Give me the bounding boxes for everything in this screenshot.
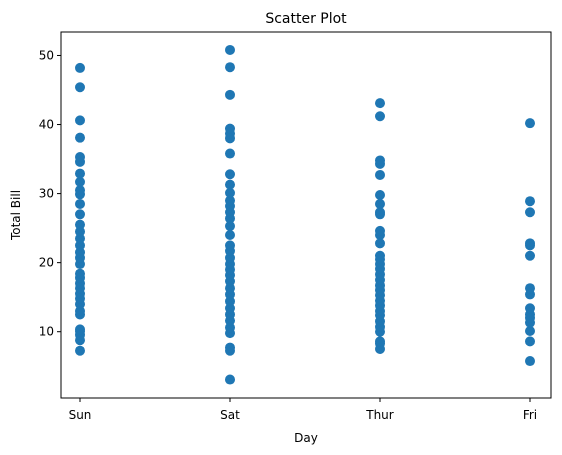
y-tick-label: 40 xyxy=(39,118,54,132)
scatter-point xyxy=(75,185,85,196)
scatter-point xyxy=(375,98,385,109)
scatter-point xyxy=(75,209,85,220)
scatter-point xyxy=(375,225,385,236)
scatter-point xyxy=(225,179,235,190)
scatter-point xyxy=(525,283,535,294)
scatter-point xyxy=(75,219,85,230)
scatter-point xyxy=(75,82,85,93)
x-tick-label: Fri xyxy=(523,408,537,422)
scatter-point xyxy=(75,247,85,258)
scatter-point xyxy=(225,123,235,134)
scatter-point xyxy=(525,196,535,207)
x-tick-label: Sun xyxy=(69,408,92,422)
scatter-point xyxy=(225,303,235,314)
scatter-point xyxy=(75,168,85,179)
scatter-point xyxy=(75,305,85,316)
scatter-point xyxy=(225,148,235,159)
scatter-point xyxy=(525,207,535,218)
scatter-point xyxy=(75,132,85,143)
points-layer xyxy=(75,44,535,385)
scatter-point xyxy=(225,252,235,263)
scatter-point xyxy=(375,198,385,209)
scatter-point xyxy=(225,230,235,241)
scatter-point xyxy=(525,250,535,261)
scatter-point xyxy=(75,268,85,279)
scatter-point xyxy=(75,345,85,356)
x-tick-label: Thur xyxy=(365,408,394,422)
scatter-point xyxy=(375,336,385,347)
scatter-point xyxy=(75,115,85,126)
scatter-point xyxy=(225,296,235,307)
scatter-point xyxy=(375,111,385,122)
y-tick-label: 50 xyxy=(39,48,54,62)
scatter-point xyxy=(375,155,385,166)
x-axis-label: Day xyxy=(294,431,318,445)
y-axis-label: Total Bill xyxy=(9,190,23,241)
scatter-point xyxy=(225,44,235,55)
scatter-point xyxy=(525,336,535,347)
scatter-point xyxy=(225,62,235,73)
scatter-point xyxy=(225,322,235,333)
x-axis: Sun Sat Thur Fri xyxy=(69,398,537,422)
scatter-point xyxy=(525,303,535,314)
scatter-point xyxy=(75,324,85,335)
scatter-point xyxy=(75,176,85,187)
scatter-point xyxy=(225,89,235,100)
scatter-point xyxy=(525,118,535,129)
scatter-point xyxy=(375,238,385,249)
scatter-point xyxy=(225,169,235,180)
scatter-point xyxy=(225,283,235,294)
scatter-point xyxy=(75,151,85,162)
chart-title: Scatter Plot xyxy=(265,11,347,27)
scatter-point xyxy=(225,221,235,232)
scatter-point xyxy=(525,326,535,337)
plot-area-frame xyxy=(60,31,552,399)
scatter-point xyxy=(75,62,85,73)
scatter-point xyxy=(375,169,385,180)
scatter-point xyxy=(225,342,235,353)
scatter-point xyxy=(75,226,85,237)
scatter-point xyxy=(225,240,235,251)
scatter-point xyxy=(375,207,385,218)
y-tick-label: 30 xyxy=(39,187,54,201)
scatter-point xyxy=(225,195,235,206)
scatter-point xyxy=(375,250,385,261)
scatter-point xyxy=(525,238,535,249)
x-tick-label: Sat xyxy=(220,408,240,422)
scatter-point xyxy=(525,356,535,367)
scatter-point xyxy=(225,187,235,198)
scatter-point xyxy=(225,374,235,385)
scatter-point xyxy=(75,240,85,251)
scatter-point xyxy=(75,233,85,244)
scatter-point xyxy=(75,198,85,209)
y-tick-label: 10 xyxy=(39,325,54,339)
y-tick-label: 20 xyxy=(39,256,54,270)
y-axis: 10 20 30 40 50 xyxy=(39,48,61,339)
scatter-point xyxy=(375,189,385,200)
